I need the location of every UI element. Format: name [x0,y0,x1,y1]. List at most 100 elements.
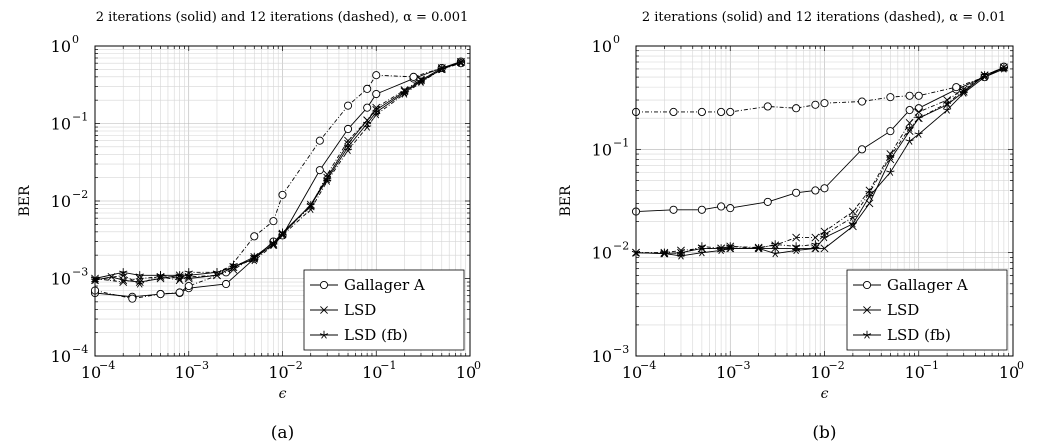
data-point-star [400,89,409,98]
y-tick-exponent: −3 [613,343,629,356]
data-point-star [905,124,914,132]
series-line-circle-solid [94,61,462,298]
x-axis-label: ϵ [279,386,287,402]
legend-marker-star [862,330,872,339]
data-point-x [344,136,352,145]
data-point-star [363,119,372,128]
data-point-circle [914,104,923,113]
y-tick-exponent: −4 [72,343,88,356]
plot-area [90,57,466,303]
y-tick-label: 10 [51,37,71,56]
legend-marker-circle [862,280,872,290]
data-point-star [323,177,332,185]
x-tick-exponent: 0 [1017,359,1024,372]
data-point-circle [372,71,381,80]
data-point-star [791,242,801,251]
x-tick-label: 10 [622,363,642,382]
data-point-circle [363,103,372,112]
data-point-circle [792,104,801,113]
data-point-star [343,146,353,155]
data-point-circle [905,105,914,115]
data-point-star [437,65,446,73]
data-point-circle [811,186,820,195]
x-tick-label: 10 [905,363,925,382]
data-point-circle [914,91,923,100]
data-point-star [269,240,278,249]
data-point-star [278,231,287,240]
y-tick-label: 10 [51,270,71,289]
data-point-circle [128,294,137,303]
data-point-star [905,136,914,145]
data-point-star [416,78,426,86]
data-point-x [792,233,801,242]
data-point-x [119,276,128,285]
data-point-circle [905,91,914,100]
x-tick-exponent: −3 [193,359,209,372]
x-axis-label: ϵ [821,386,829,402]
data-point-circle [726,204,735,213]
x-tick-exponent: −3 [734,359,750,372]
data-point-star [175,274,184,283]
data-point-circle [343,124,353,134]
legend-label: LSD [887,301,919,319]
data-point-star [848,213,858,221]
series-line-x-dashed [94,61,462,283]
legend: Gallager A LSD LSD (fb) [303,269,465,351]
data-point-star [660,248,669,257]
x-tick-label: 10 [716,363,736,382]
data-point-x [905,127,914,136]
data-point-star [914,130,923,138]
data-point-circle [697,107,706,117]
data-point-circle [372,89,381,99]
data-point-star [811,240,820,249]
legend-label: Gallager A [344,276,425,294]
data-point-circle [820,99,829,108]
data-point-circle [697,205,706,214]
data-point-circle [175,288,184,297]
legend-label: LSD [344,301,376,319]
data-point-circle [811,100,820,109]
y-tick-label: 10 [51,192,71,211]
legend-marker-circle [319,280,329,290]
x-tick-label: 10 [268,363,288,382]
data-point-circle [763,197,772,206]
data-point-circle [820,184,829,193]
data-point-x [184,274,193,283]
data-point-circle [315,166,324,175]
x-tick-exponent: −1 [923,359,939,372]
y-tick-label: 10 [592,140,612,159]
panel-caption: (b) [812,423,836,443]
y-axis-label: BER [558,185,574,217]
legend-marker-x [863,306,871,314]
chart-title: 2 iterations (solid) and 12 iterations (… [96,10,469,25]
data-point-x [914,108,923,116]
y-tick-exponent: −2 [72,188,88,201]
legend-label: LSD (fb) [344,326,408,344]
data-point-x [229,265,238,274]
data-point-star [942,105,952,114]
data-point-circle [763,102,772,111]
legend-marker-x [320,306,328,314]
data-point-star [716,244,726,253]
panel-caption: (a) [271,423,294,443]
data-point-circle [886,93,895,102]
legend: Gallager A LSD LSD (fb) [846,269,1008,351]
data-point-circle [792,188,801,197]
series-line-circle-dashed [636,66,1005,113]
data-point-star [886,168,895,176]
y-tick-exponent: −3 [72,266,88,279]
data-point-star [697,248,707,257]
x-tick-label: 10 [810,363,830,382]
series-line-circle-solid [635,67,1005,212]
data-point-star [212,268,222,277]
data-point-star [697,242,707,251]
data-point-circle [343,101,353,110]
data-point-star [848,219,858,228]
data-point-star [184,268,193,277]
grid [636,46,1013,356]
data-point-circle [269,217,278,226]
data-point-circle [363,84,372,93]
data-point-circle [857,97,867,106]
series-line-x-dashed [636,67,1005,254]
data-point-circle [857,145,867,154]
